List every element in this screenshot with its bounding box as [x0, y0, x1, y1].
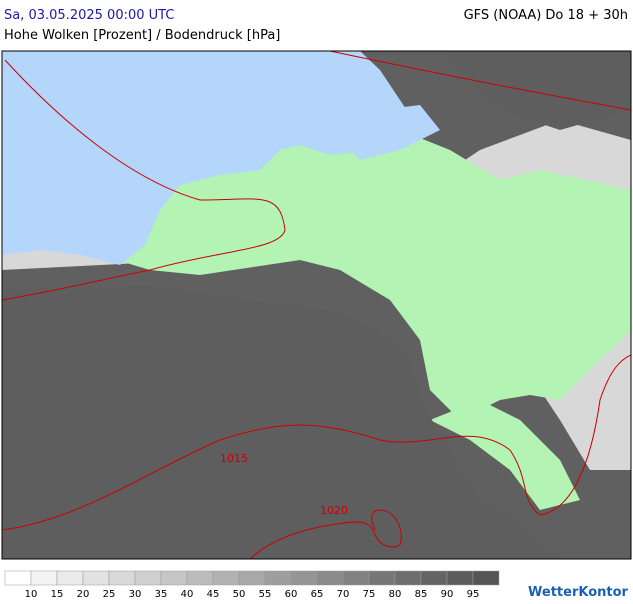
isobar-1015	[2, 354, 631, 531]
legend-label: 95	[467, 589, 480, 600]
land	[2, 60, 631, 420]
cloud-core	[2, 285, 560, 559]
legend: 10 15 20 25 30 35 40 45 50 55 60 65 70 75 80 85 90 95	[4, 570, 500, 600]
isobar	[2, 59, 286, 301]
legend-label: 60	[285, 589, 298, 600]
legend-label: 75	[363, 589, 376, 600]
legend-label: 20	[77, 589, 90, 600]
legend-label: 70	[337, 589, 350, 600]
legend-swatch	[342, 570, 370, 586]
legend-label: 25	[103, 589, 116, 600]
legend-swatch	[212, 570, 240, 586]
legend-swatch	[368, 570, 396, 586]
legend-label: 55	[259, 589, 272, 600]
legend-swatch	[472, 570, 500, 586]
cloud-core	[440, 51, 631, 130]
isobar-label: 1015	[220, 452, 248, 465]
legend-label: 45	[207, 589, 220, 600]
legend-swatch	[56, 570, 84, 586]
legend-swatch	[316, 570, 344, 586]
isobar-label: 1020	[320, 504, 348, 517]
legend-swatch	[30, 570, 58, 586]
legend-swatch	[82, 570, 110, 586]
model-run: GFS (NOAA) Do 18 + 30h	[464, 8, 628, 23]
legend-label: 80	[389, 589, 402, 600]
legend-label: 15	[51, 589, 64, 600]
sea	[340, 105, 440, 160]
legend-swatch	[186, 570, 214, 586]
legend-label: 40	[181, 589, 194, 600]
legend-label: 10	[25, 589, 38, 600]
legend-label: 35	[155, 589, 168, 600]
legend-swatch	[4, 570, 32, 586]
legend-swatch	[446, 570, 474, 586]
legend-label: 85	[415, 589, 428, 600]
map-frame	[1, 50, 632, 560]
land	[430, 400, 580, 510]
isobar	[329, 51, 631, 111]
map-subtitle: Hohe Wolken [Prozent] / Bodendruck [hPa]	[4, 28, 280, 43]
legend-swatch	[238, 570, 266, 586]
legend-swatch	[134, 570, 162, 586]
legend-swatch	[108, 570, 136, 586]
legend-swatch	[394, 570, 422, 586]
legend-label: 90	[441, 589, 454, 600]
legend-label: 50	[233, 589, 246, 600]
legend-swatch	[420, 570, 448, 586]
map: 1015 1020	[1, 50, 632, 560]
sea	[2, 51, 420, 265]
legend-swatch	[290, 570, 318, 586]
valid-time: Sa, 03.05.2025 00:00 UTC	[4, 8, 174, 23]
isobar-1020	[249, 509, 402, 559]
logo: WetterKontor	[528, 585, 629, 600]
legend-swatch	[160, 570, 188, 586]
legend-label: 65	[311, 589, 324, 600]
legend-swatch	[264, 570, 292, 586]
legend-label: 30	[129, 589, 142, 600]
